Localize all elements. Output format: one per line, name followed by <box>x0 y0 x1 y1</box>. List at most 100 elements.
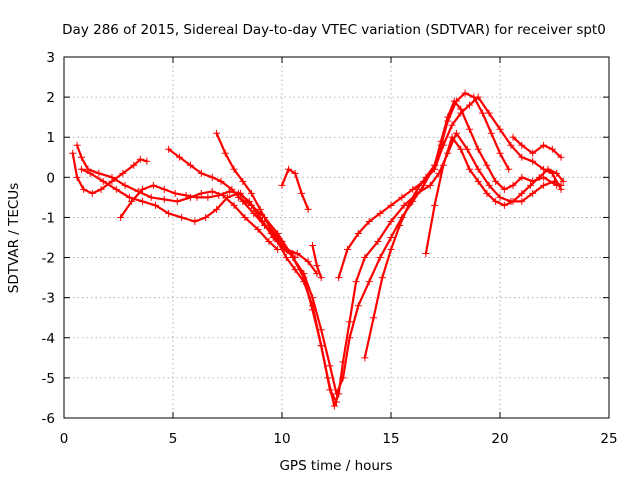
data-point <box>202 213 210 221</box>
x-tick-label: 5 <box>169 431 178 447</box>
data-point <box>500 201 508 209</box>
data-point <box>291 266 299 274</box>
data-point <box>457 145 465 153</box>
data-point <box>387 201 395 209</box>
data-point <box>304 258 312 266</box>
data-point <box>452 129 460 137</box>
data-point <box>197 169 205 177</box>
data-point <box>452 97 460 105</box>
data-point <box>354 302 362 310</box>
data-point <box>461 89 469 97</box>
series-arc-12 <box>509 133 565 161</box>
data-point <box>221 149 229 157</box>
series-arc-7 <box>234 129 565 410</box>
series-arc-14 <box>309 242 325 282</box>
data-point <box>378 274 386 282</box>
data-point <box>304 205 312 213</box>
data-point <box>197 189 205 197</box>
data-point <box>261 213 269 221</box>
data-point <box>422 173 430 181</box>
data-point <box>143 157 151 165</box>
chart-title: Day 286 of 2015, Sidereal Day-to-day VTE… <box>62 22 606 38</box>
data-point <box>354 229 362 237</box>
data-point <box>376 254 384 262</box>
data-point <box>130 161 138 169</box>
data-point <box>509 133 517 141</box>
data-point <box>529 157 537 165</box>
x-tick-label: 0 <box>60 431 69 447</box>
y-tick-label: 1 <box>46 130 55 146</box>
data-point <box>396 221 404 229</box>
data-point <box>128 197 136 205</box>
data-point <box>73 173 81 181</box>
series-line <box>71 152 148 195</box>
data-point <box>204 193 212 201</box>
data-point <box>437 141 445 149</box>
data-point <box>291 169 299 177</box>
data-point <box>298 189 306 197</box>
data-point <box>474 145 482 153</box>
x-tick-label: 25 <box>600 431 617 447</box>
data-point <box>553 169 561 177</box>
y-tick-label: -1 <box>42 210 55 226</box>
data-point <box>529 149 537 157</box>
data-point <box>160 185 168 193</box>
data-point <box>171 189 179 197</box>
series-arc-11 <box>422 133 567 258</box>
y-tick-label: -5 <box>42 371 55 387</box>
data-point <box>518 189 526 197</box>
plot-frame <box>63 56 610 419</box>
data-point <box>121 181 129 189</box>
data-point <box>483 161 491 169</box>
data-point <box>228 185 236 193</box>
data-point <box>285 165 293 173</box>
series-arc-13 <box>278 165 312 213</box>
data-point <box>448 121 456 129</box>
data-point <box>278 181 286 189</box>
data-point <box>267 225 275 233</box>
data-point <box>335 274 343 282</box>
data-point <box>317 274 325 282</box>
data-point <box>80 185 88 193</box>
x-tick-label: 20 <box>491 431 508 447</box>
data-point <box>518 197 526 205</box>
data-point <box>208 187 216 195</box>
data-point <box>509 197 517 205</box>
data-point <box>125 193 133 201</box>
data-point <box>247 189 255 197</box>
data-point <box>241 213 249 221</box>
data-point <box>479 109 487 117</box>
data-point <box>346 318 354 326</box>
series-arc-2 <box>73 141 282 254</box>
data-point <box>343 246 351 254</box>
data-point <box>352 278 360 286</box>
data-point <box>178 213 186 221</box>
data-point <box>376 209 384 217</box>
data-point <box>518 141 526 149</box>
data-point <box>518 173 526 181</box>
grid <box>64 57 609 418</box>
data-point <box>186 161 194 169</box>
data-point <box>333 390 340 398</box>
data-point <box>160 195 168 203</box>
data-point <box>77 153 85 161</box>
data-point <box>254 225 262 233</box>
y-tick-label: -3 <box>42 291 55 307</box>
y-tick-label: -2 <box>42 251 55 267</box>
data-point <box>557 185 565 193</box>
data-point <box>387 246 395 254</box>
data-point <box>99 177 107 185</box>
data-point <box>119 169 127 177</box>
data-point <box>535 173 543 181</box>
data-point <box>250 209 258 217</box>
data-point <box>330 402 338 410</box>
data-point <box>217 177 225 185</box>
data-point <box>230 201 238 209</box>
data-point <box>474 177 482 185</box>
data-point <box>559 177 567 185</box>
data-point <box>173 197 181 205</box>
data-point <box>457 109 465 117</box>
data-point <box>444 117 452 125</box>
data-point <box>309 242 317 250</box>
